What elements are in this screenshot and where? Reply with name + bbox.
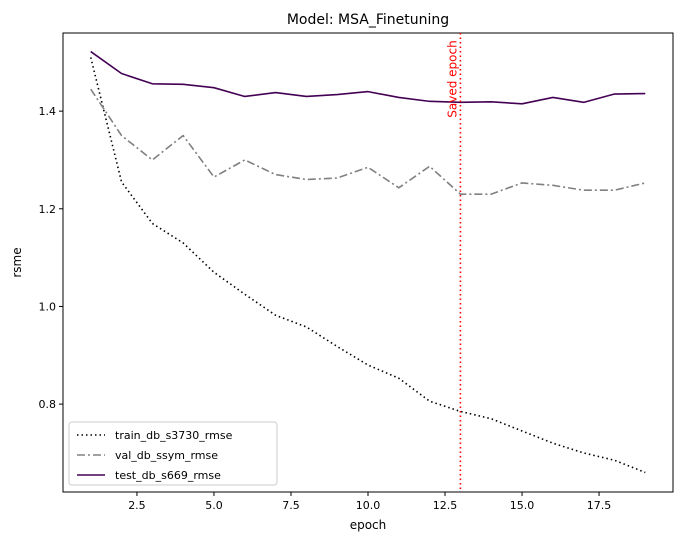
series-layer (89, 50, 646, 474)
y-tick-label: 0.8 (39, 398, 57, 411)
x-tick-label: 2.5 (128, 499, 146, 512)
y-tick-label: 1.4 (39, 105, 57, 118)
legend: train_db_s3730_rmse val_db_ssym_rmse test_… (68, 421, 278, 486)
x-tick-label: 15.0 (510, 499, 535, 512)
legend-label: train_db_s3730_rmse (115, 429, 233, 442)
series-line-val_db_ssym_rmse (90, 88, 646, 195)
y-tick-label: 1.2 (39, 203, 57, 216)
x-tick-label: 12.5 (433, 499, 458, 512)
x-tick-label: 10.0 (356, 499, 381, 512)
saved-epoch-label: Saved epoch (445, 40, 459, 117)
y-axis: 0.8 1.0 1.2 1.4 (39, 105, 63, 411)
x-axis-label: epoch (350, 518, 387, 532)
legend-box (68, 421, 278, 486)
series-line-test_db_s669_rmse (90, 50, 646, 105)
series-line-train_db_s3730_rmse (89, 57, 646, 474)
legend-label: val_db_ssym_rmse (115, 449, 218, 462)
legend-label: test_db_s669_rmse (115, 469, 221, 482)
y-axis-label: rsme (10, 247, 24, 277)
x-tick-label: 17.5 (587, 499, 612, 512)
chart-title: Model: MSA_Finetuning (287, 12, 449, 28)
saved-epoch-marker: Saved epoch (445, 33, 462, 492)
x-tick-label: 5.0 (205, 499, 223, 512)
x-tick-label: 7.5 (282, 499, 300, 512)
x-axis: 2.5 5.0 7.5 10.0 12.5 15.0 17.5 (128, 492, 611, 512)
y-tick-label: 1.0 (39, 300, 57, 313)
